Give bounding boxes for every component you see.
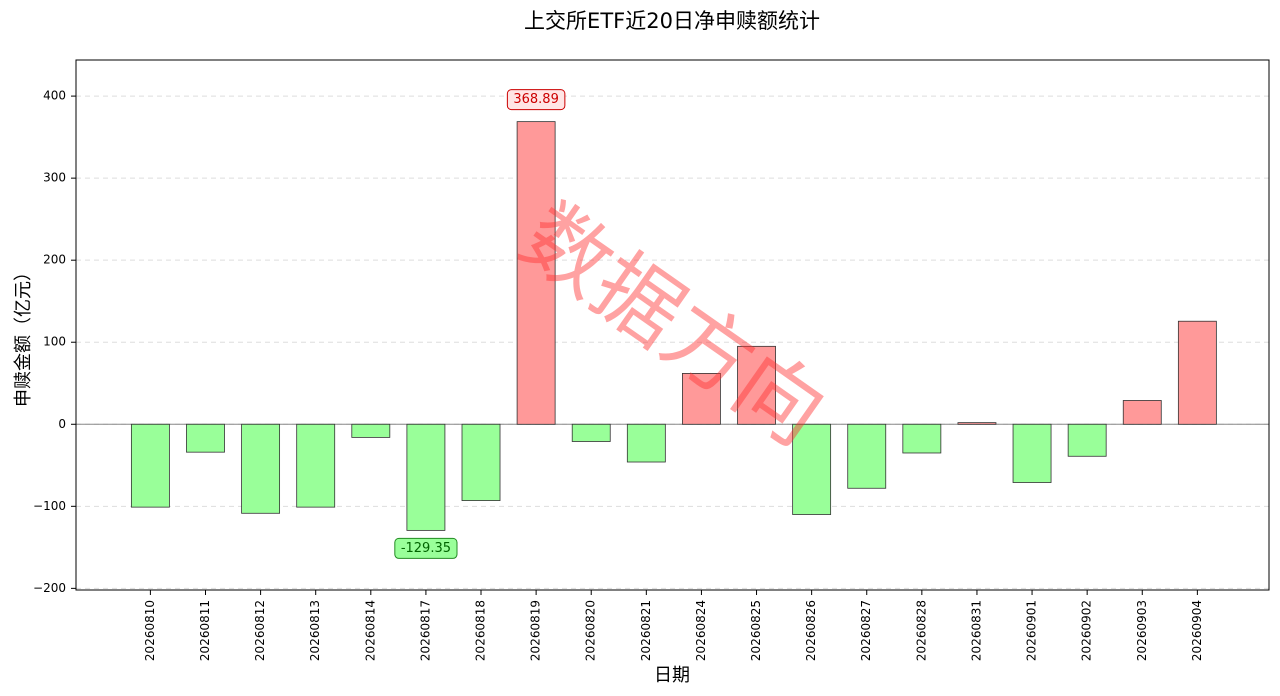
- x-tick-label: 20260824: [694, 600, 708, 661]
- y-axis-label: 申赎金额（亿元）: [13, 263, 34, 407]
- x-tick-label: 20260819: [529, 600, 543, 661]
- y-tick-label: 400: [43, 89, 66, 103]
- y-tick-label: 300: [43, 171, 66, 185]
- bar: [516, 121, 556, 425]
- x-tick-label: 20260818: [474, 600, 488, 661]
- x-tick-label: 20260817: [418, 600, 432, 661]
- bar: [241, 423, 281, 514]
- bar: [737, 345, 776, 425]
- value-label-box: [506, 89, 566, 111]
- bar: [186, 423, 225, 453]
- bar: [902, 423, 942, 454]
- value-label-text: 368.89: [513, 92, 559, 107]
- bar: [682, 373, 721, 425]
- x-tick-label: 20260814: [363, 600, 377, 661]
- bar: [571, 423, 611, 442]
- bar: [296, 423, 336, 508]
- bar: [792, 423, 832, 515]
- x-tick-label: 20260901: [1025, 600, 1039, 661]
- value-label: 368.89: [506, 89, 566, 111]
- x-tick-label: 20260821: [639, 600, 653, 661]
- x-tick-label: 20260811: [198, 600, 212, 661]
- bar: [1122, 400, 1162, 425]
- x-axis-label: 日期: [654, 665, 690, 686]
- value-label: -129.35: [394, 537, 458, 559]
- x-tick-label: 20260810: [143, 600, 157, 661]
- x-tick-label: 20260820: [584, 600, 598, 661]
- x-tick-label: 20260825: [749, 600, 763, 661]
- x-tick-label: 20260812: [253, 600, 267, 661]
- value-label-text: -129.35: [401, 541, 451, 556]
- bar: [1067, 423, 1107, 457]
- bar: [847, 423, 887, 489]
- y-tick-label: −100: [33, 499, 66, 513]
- y-tick-label: 200: [43, 253, 66, 267]
- chart-title: 上交所ETF近20日净申赎额统计: [524, 9, 820, 33]
- bar: [406, 423, 446, 531]
- bar: [1177, 320, 1217, 425]
- value-label-box: [394, 537, 458, 559]
- bar: [957, 422, 997, 425]
- y-tick-label: 0: [58, 417, 66, 431]
- plot-frame: [75, 59, 1270, 591]
- bar: [461, 423, 501, 501]
- x-tick-label: 20260827: [859, 600, 873, 661]
- bar: [351, 423, 391, 438]
- x-tick-label: 20260902: [1080, 600, 1094, 661]
- bar: [130, 423, 170, 508]
- x-tick-label: 20260831: [969, 600, 983, 661]
- bar: [1012, 423, 1052, 483]
- x-tick-label: 20260903: [1135, 600, 1149, 661]
- x-tick-label: 20260826: [804, 600, 818, 661]
- x-tick-label: 20260813: [308, 600, 322, 661]
- y-tick-label: −200: [33, 581, 66, 595]
- x-tick-label: 20260904: [1190, 600, 1204, 661]
- x-tick-label: 20260828: [914, 600, 928, 661]
- y-tick-label: 100: [43, 335, 66, 349]
- bar: [626, 423, 666, 463]
